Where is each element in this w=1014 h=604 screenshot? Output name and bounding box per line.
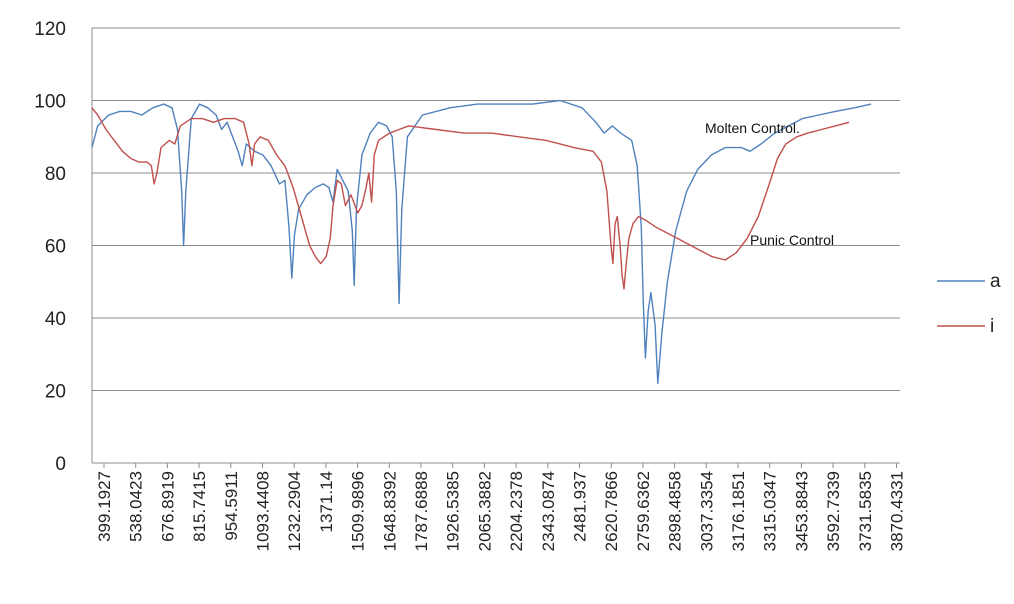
annotation-label: Punic Control	[750, 232, 834, 248]
annotations: Molten Control. Punic Control	[705, 120, 834, 248]
legend-label-a: a	[990, 271, 1001, 292]
x-tick-label: 538.0423	[127, 471, 146, 542]
legend-label-i: i	[990, 316, 994, 337]
y-tick-label: 80	[45, 164, 66, 185]
x-tick-label: 3453.8843	[792, 471, 811, 551]
x-tick-label: 3592.7339	[824, 471, 843, 551]
x-tick-label: 815.7415	[190, 471, 209, 542]
annotation-label: Molten Control.	[705, 120, 800, 136]
x-tick-label: 676.8919	[158, 471, 177, 542]
x-tick-label: 2343.0874	[539, 471, 558, 551]
y-tick-labels: 0 20 40 60 80 100 120	[34, 19, 66, 475]
series-line-a	[91, 99, 872, 384]
y-tick-label: 100	[34, 92, 66, 113]
x-tick-label: 1648.8392	[380, 471, 399, 551]
x-tick-label: 1093.4408	[254, 471, 273, 551]
x-tick-label: 1926.5385	[444, 471, 463, 551]
x-tick-label: 2898.4858	[666, 471, 685, 551]
x-tick-label: 1787.6888	[412, 471, 431, 551]
x-tick-label: 3176.1851	[729, 471, 748, 551]
x-tick-label: 1509.9896	[349, 471, 368, 551]
series-line-i	[91, 107, 850, 290]
y-tick-label: 20	[45, 382, 66, 403]
x-tick-label: 1371.14	[317, 471, 336, 532]
x-tick-labels: 399.1927 538.0423 676.8919 815.7415 954.5911…	[95, 471, 907, 551]
series-layer	[91, 99, 872, 384]
x-tick-label: 2204.2378	[507, 471, 526, 551]
x-tick-label: 2481.937	[571, 471, 590, 542]
x-tick-label: 954.5911	[222, 471, 241, 541]
y-tick-label: 120	[34, 19, 66, 40]
x-tick-label: 1232.2904	[285, 471, 304, 551]
gridlines	[91, 27, 900, 468]
y-tick-label: 60	[45, 237, 66, 258]
x-tick-label: 2620.7866	[602, 471, 621, 551]
legend: ai	[937, 271, 1001, 337]
x-tick-label: 2065.3882	[475, 471, 494, 551]
y-tick-label: 40	[45, 309, 66, 330]
x-tick-label: 3037.3354	[697, 471, 716, 551]
x-tick-label: 3870.4331	[888, 471, 907, 551]
y-tick-label: 0	[55, 454, 66, 475]
x-tick-label: 3731.5835	[856, 471, 875, 551]
x-tick-label: 2759.6362	[634, 471, 653, 551]
x-tick-label: 399.1927	[95, 471, 114, 542]
x-tick-label: 3315.0347	[761, 471, 780, 551]
